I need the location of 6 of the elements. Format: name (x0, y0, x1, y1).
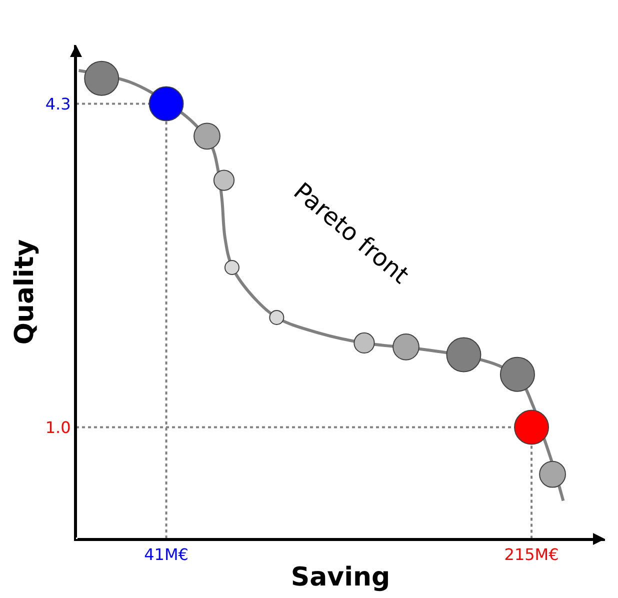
x-axis-title: Saving (290, 562, 390, 592)
y-tick-label: 4.3 (45, 94, 71, 114)
x-tick-label: 41M€ (144, 545, 188, 564)
x-tick-label: 215M€ (504, 545, 559, 564)
y-axis-title: Quality (10, 239, 40, 345)
y-tick-label: 1.0 (45, 418, 71, 437)
